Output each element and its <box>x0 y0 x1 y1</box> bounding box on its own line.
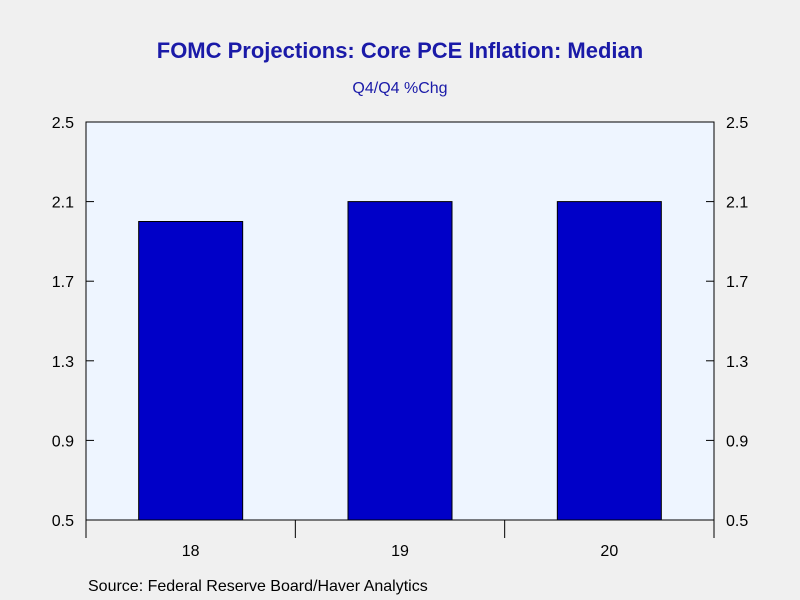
y-tick-label-right: 0.5 <box>726 513 748 530</box>
y-tick-label-left: 0.9 <box>52 433 74 450</box>
y-tick-label-left: 0.5 <box>52 513 74 530</box>
bar-20 <box>556 201 662 521</box>
y-tick-label-left: 2.1 <box>52 195 74 212</box>
y-tick-label-right: 1.7 <box>726 274 748 291</box>
y-tick-label-right: 1.3 <box>726 354 748 371</box>
chart-title: FOMC Projections: Core PCE Inflation: Me… <box>156 38 644 63</box>
x-tick-label: 18 <box>182 543 200 560</box>
y-tick-label-right: 0.9 <box>726 433 748 450</box>
y-tick-label-right: 2.1 <box>726 195 748 212</box>
y-tick-label-left: 1.7 <box>52 274 74 291</box>
x-tick-label: 20 <box>600 543 618 560</box>
y-tick-label-right: 2.5 <box>726 115 748 132</box>
y-tick-label-left: 1.3 <box>52 354 74 371</box>
chart-subtitle: Q4/Q4 %Chg <box>352 80 448 97</box>
bar-19 <box>347 201 453 521</box>
source-note: Source: Federal Reserve Board/Haver Anal… <box>88 578 428 595</box>
y-tick-label-left: 2.5 <box>52 115 74 132</box>
x-tick-label: 19 <box>391 543 409 560</box>
bar-18 <box>138 221 244 521</box>
